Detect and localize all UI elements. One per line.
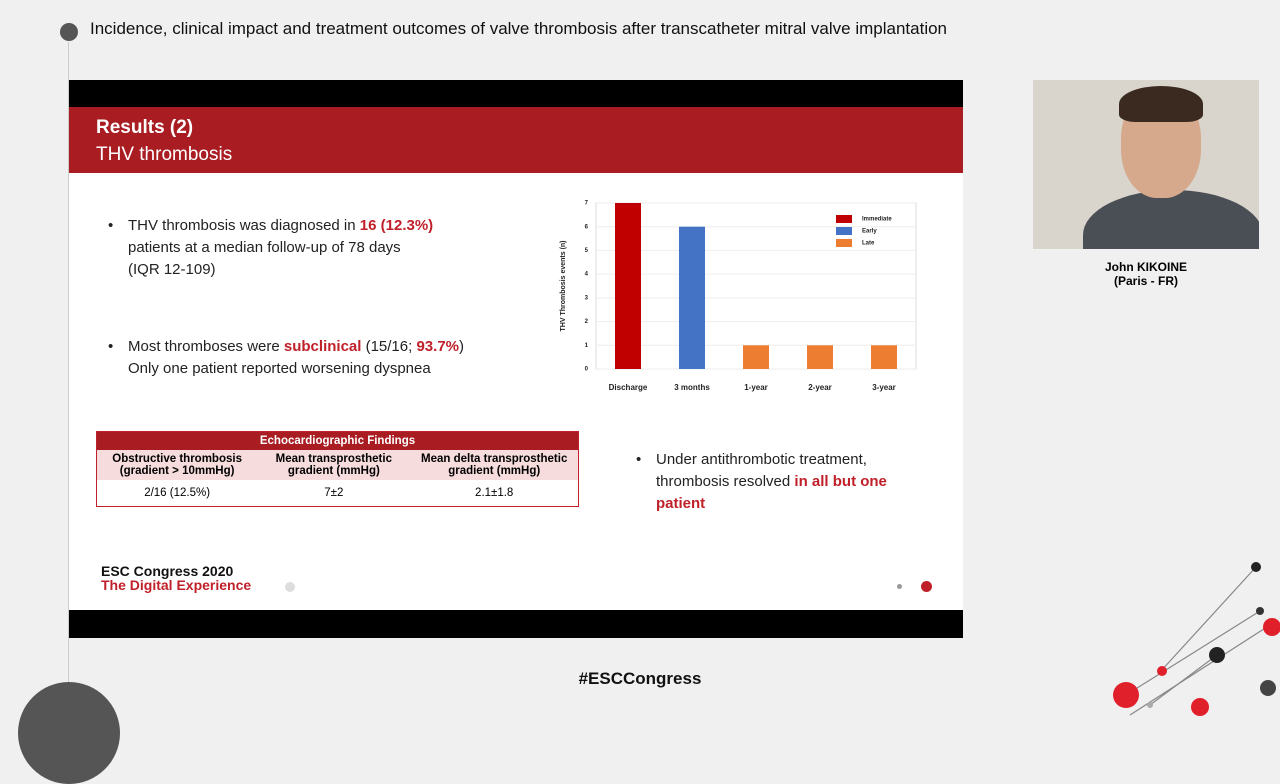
cell: 2.1±1.8	[475, 486, 514, 499]
bar	[743, 345, 769, 369]
speaker-location: (Paris - FR)	[1113, 274, 1178, 288]
column-header: Mean delta transprosthetic gradient (mmH…	[421, 453, 568, 477]
y-tick-label: 3	[585, 295, 589, 301]
legend-label: Late	[862, 241, 875, 247]
bar	[679, 226, 705, 369]
highlight: patient	[656, 495, 706, 512]
decor-molecules	[1113, 562, 1280, 716]
text: )	[459, 338, 465, 355]
slide-subheading: THV thrombosis	[96, 144, 233, 165]
y-tick-label: 2	[585, 319, 589, 325]
highlight: subclinical	[283, 338, 362, 355]
text: thrombosis resolved	[656, 473, 795, 490]
table-title: Echocardiographic Findings	[96, 431, 579, 450]
findings-table: Echocardiographic Findings Obstructive t…	[96, 431, 579, 507]
text: Under antithrombotic treatment,	[656, 451, 867, 468]
bullet: Most thromboses were subclinical (15/16;…	[108, 336, 465, 380]
bar	[615, 203, 641, 369]
decor-circle	[18, 682, 120, 784]
rule	[68, 42, 69, 720]
hashtag: #ESCCongress	[578, 669, 702, 688]
text: (IQR 12-109)	[128, 261, 216, 278]
x-tick-label: 3-year	[872, 383, 896, 392]
speaker-name: John KIKOINE	[1104, 260, 1187, 274]
highlight: 93.7%	[416, 338, 460, 355]
legend-swatch	[836, 227, 852, 235]
hair	[1119, 86, 1203, 122]
text: (15/16;	[361, 338, 417, 355]
bullet: Under antithrombotic treatment, thrombos…	[636, 449, 887, 515]
text: patients at a median follow-up of 78 day…	[128, 239, 401, 256]
shoulders	[1083, 190, 1259, 249]
y-tick-label: 5	[585, 248, 589, 254]
column-header: Mean transprosthetic gradient (mmHg)	[275, 453, 392, 477]
y-tick-label: 6	[585, 224, 589, 230]
x-tick-label: 2-year	[808, 383, 832, 392]
highlight: in all but one	[794, 473, 887, 490]
legend-swatch	[836, 239, 852, 247]
x-tick-label: 3 months	[674, 383, 710, 392]
chart: THV Thrombosis events (n) 0 1 2 3 4 5 6 7 Discha…	[560, 201, 917, 392]
dot	[897, 584, 902, 589]
slide: Results (2) THV thrombosis THV thrombosi…	[69, 80, 963, 638]
highlight: 16 (12.3%)	[359, 217, 434, 234]
text: Most thromboses were	[128, 338, 284, 355]
dot	[285, 582, 295, 592]
footer-line: The Digital Experience	[101, 577, 252, 593]
header-title: Incidence, clinical impact and treatment…	[90, 19, 948, 38]
page: Incidence, clinical impact and treatment…	[0, 0, 1280, 720]
x-tick-label: Discharge	[609, 383, 648, 392]
cell: 2/16 (12.5%)	[144, 486, 211, 499]
y-tick-label: 7	[585, 201, 589, 207]
speaker-info: John KIKOINE (Paris - FR)	[1033, 260, 1259, 288]
y-tick-label: 0	[585, 367, 589, 373]
black-bar	[69, 610, 963, 638]
slide-header: Results (2) THV thrombosis	[69, 107, 963, 173]
bullet: THV thrombosis was diagnosed in 16 (12.3…	[108, 215, 434, 281]
y-tick-label: 1	[585, 343, 589, 349]
y-tick-label: 4	[585, 272, 589, 278]
black-bar	[69, 80, 963, 107]
cell: 7±2	[324, 486, 344, 499]
dot	[921, 581, 932, 592]
legend-swatch	[836, 215, 852, 223]
slide-heading: Results (2)	[96, 117, 194, 138]
bar	[871, 345, 897, 369]
speaker-video	[1033, 80, 1259, 249]
text: Only one patient reported worsening dysp…	[128, 360, 431, 377]
legend-label: Immediate	[862, 217, 892, 223]
text: THV thrombosis was diagnosed in	[128, 217, 360, 234]
bullet-dot	[60, 23, 78, 41]
legend-label: Early	[862, 229, 877, 235]
y-axis-label: THV Thrombosis events (n)	[560, 240, 567, 331]
x-tick-label: 1-year	[744, 383, 768, 392]
bar	[807, 345, 833, 369]
column-header: Obstructive thrombosis (gradient > 10mmH…	[112, 453, 242, 477]
footer-line: ESC Congress 2020	[101, 563, 234, 579]
